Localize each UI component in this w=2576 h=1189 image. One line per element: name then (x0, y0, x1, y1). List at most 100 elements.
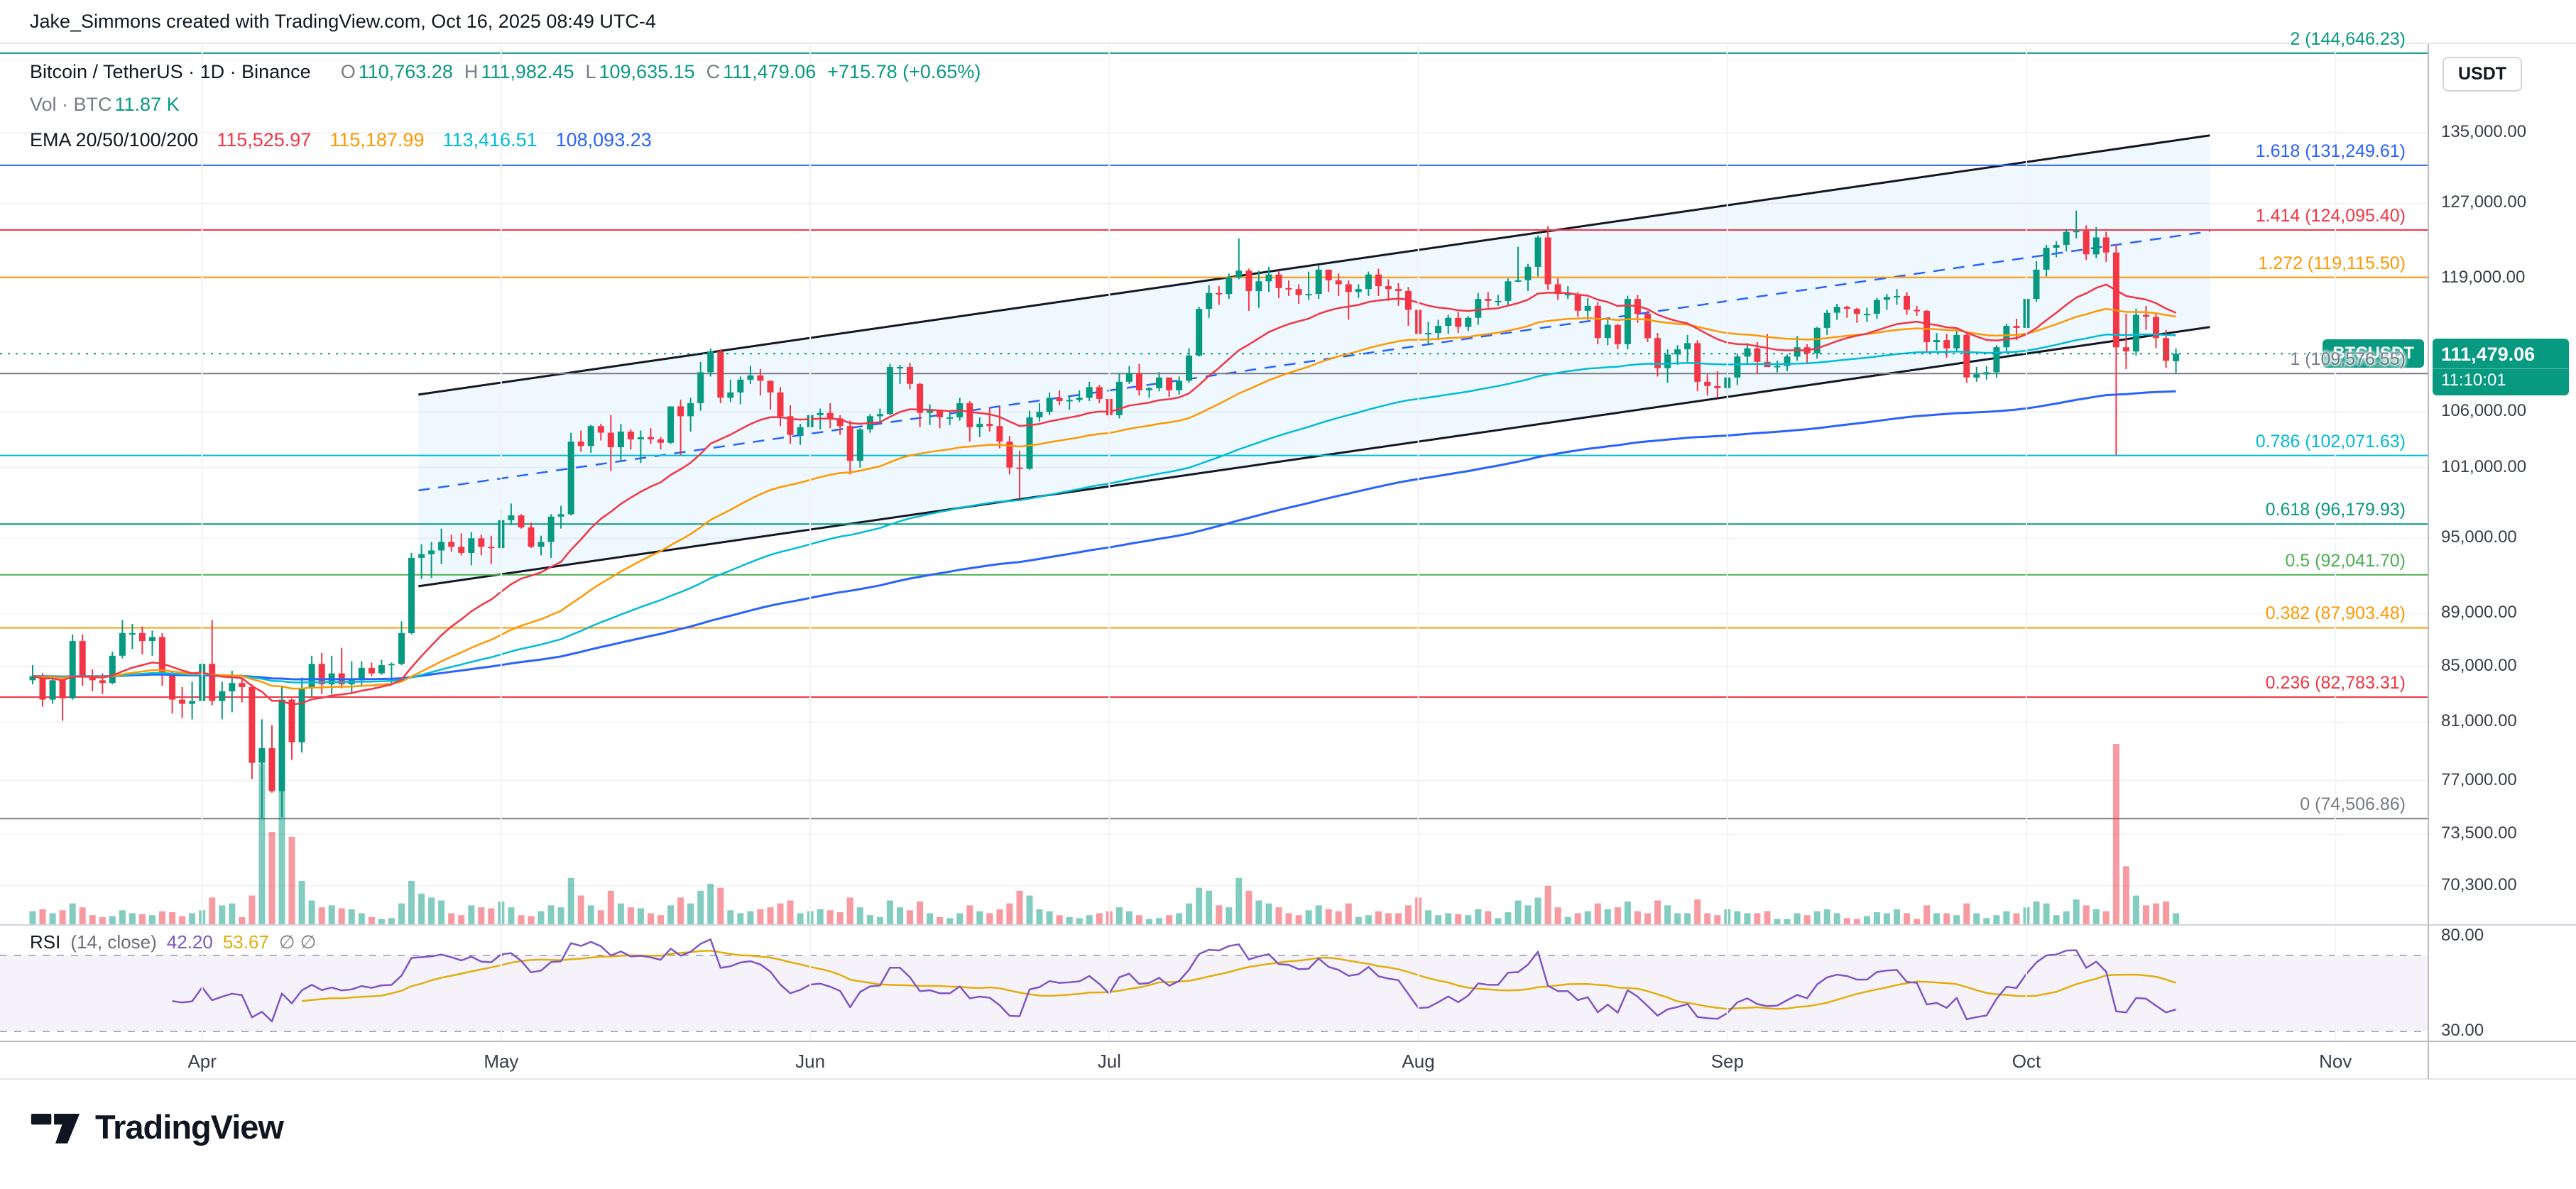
candle-body (239, 683, 246, 687)
volume-bar (777, 903, 784, 925)
volume-bar (1166, 915, 1173, 925)
candle-body (1465, 317, 1472, 327)
volume-bar (1355, 917, 1362, 925)
candle-body (1076, 398, 1083, 400)
candle-body (687, 403, 694, 417)
ema-legend-row[interactable]: EMA 20/50/100/200 115,525.97 115,187.99 11… (30, 129, 652, 151)
volume-bar (856, 907, 863, 925)
volume-bar (1823, 909, 1830, 925)
volume-bar (408, 881, 415, 925)
volume-bar (1425, 910, 1432, 925)
fib-level-label[interactable]: 1.618 (131,249.61) (2255, 141, 2406, 161)
volume-bar (1674, 913, 1681, 925)
candle-body (1295, 289, 1302, 295)
candle-body (707, 351, 714, 373)
volume-bar (886, 900, 893, 925)
volume-bar (866, 915, 873, 925)
symbol-title: Bitcoin / TetherUS · 1D · Binance (30, 61, 311, 82)
fib-level-label[interactable]: 1.414 (124,095.40) (2255, 205, 2406, 226)
ema-label: EMA 20/50/100/200 (30, 129, 199, 150)
channel-upper-line[interactable] (418, 134, 2210, 396)
volume-bar (1395, 913, 1402, 925)
volume-bar (1096, 913, 1103, 925)
candle-body (119, 632, 126, 656)
volume-bar (438, 900, 445, 925)
fib-level-label[interactable]: 0.786 (102,071.63) (2255, 431, 2406, 451)
volume-bar (1833, 913, 1840, 925)
volume-bar (308, 900, 315, 925)
fib-level-label[interactable]: 1 (109,576.55) (2290, 349, 2406, 370)
candle-body (767, 380, 774, 393)
candle-body (1216, 292, 1223, 295)
volume-bar (179, 916, 186, 925)
volume-bar (1554, 907, 1561, 925)
volume-bar (368, 917, 375, 925)
fib-level-label[interactable]: 0.618 (96,179.93) (2265, 500, 2406, 520)
volume-legend-row[interactable]: Vol · BTC 11.87 K (30, 94, 180, 116)
candle-body (937, 410, 944, 417)
rsi-value: 42.20 (166, 931, 213, 953)
volume-bar (1196, 887, 1203, 925)
volume-bar (2033, 901, 2040, 925)
candle-body (458, 547, 465, 553)
symbol-legend-row[interactable]: Bitcoin / TetherUS · 1D · Binance O 110,7… (30, 61, 981, 83)
rsi-legend-row[interactable]: RSI (14, close) 42.20 53.67 ∅ ∅ (30, 931, 316, 953)
channel-mid-line[interactable] (418, 230, 2210, 492)
candle-body (677, 406, 684, 417)
candle-body (2173, 354, 2180, 361)
candle-body (1425, 333, 1432, 335)
candle-body (189, 701, 196, 704)
fib-level-label[interactable]: 1.272 (119,115.50) (2258, 253, 2406, 273)
symbol-price-line-label[interactable]: BTCUSDT (2323, 339, 2424, 368)
candle-body (1186, 355, 1193, 381)
rsi-pane[interactable] (0, 938, 2428, 1032)
candle-body (1664, 354, 1671, 368)
volume-bar (239, 917, 246, 925)
candle-body (547, 516, 555, 542)
volume-bar (737, 913, 744, 925)
fib-level-label[interactable]: 0.5 (92,041.70) (2285, 550, 2406, 571)
candle-body (1953, 334, 1960, 349)
volume-bar (1285, 913, 1292, 925)
volume-bar (1036, 909, 1043, 925)
volume-bar (966, 905, 973, 925)
volume-bar (757, 909, 764, 925)
volume-bar (1235, 877, 1243, 925)
candle-body (1973, 374, 1980, 378)
volume-bar (1933, 913, 1941, 925)
volume-bar (1584, 911, 1591, 925)
volume-bar (39, 909, 46, 925)
fib-level-label[interactable]: 0.382 (87,903.48) (2265, 603, 2406, 624)
rsi-title: RSI (30, 931, 61, 953)
volume-bar (747, 911, 754, 925)
axis-currency-button[interactable]: USDT (2443, 57, 2523, 92)
candle-body (1863, 314, 1870, 316)
candle-body (946, 417, 954, 419)
candle-body (428, 550, 435, 554)
candle-body (567, 442, 574, 515)
candle-body (597, 426, 604, 433)
price-axis-tick: 77,000.00 (2441, 769, 2517, 789)
candle-body (109, 655, 116, 684)
candle-body (627, 432, 634, 439)
volume-bar (1495, 918, 1502, 925)
price-pane[interactable] (0, 52, 2428, 925)
volume-bar (1026, 895, 1033, 925)
candle-body (159, 637, 165, 675)
candle-body (1305, 294, 1312, 296)
volume-bar (2173, 913, 2180, 925)
volume-bar (1265, 903, 1272, 925)
time-axis-label: Aug (1402, 1051, 1435, 1072)
candle-body (1604, 324, 1611, 339)
channel-lower-line[interactable] (418, 326, 2210, 588)
last-price-badge[interactable]: 111,479.06 11:10:01 (2433, 339, 2569, 396)
fib-level-label[interactable]: 0.236 (82,783.31) (2265, 673, 2406, 693)
fib-level-label[interactable]: 0 (74,506.86) (2300, 794, 2406, 815)
candle-body (219, 691, 226, 701)
candle-body (49, 680, 56, 700)
volume-bar (1515, 900, 1522, 925)
fib-level-label[interactable]: 2 (144,646.23) (2290, 28, 2406, 49)
tradingview-logo[interactable]: TradingView (30, 1107, 284, 1146)
candle-body (1365, 274, 1372, 290)
